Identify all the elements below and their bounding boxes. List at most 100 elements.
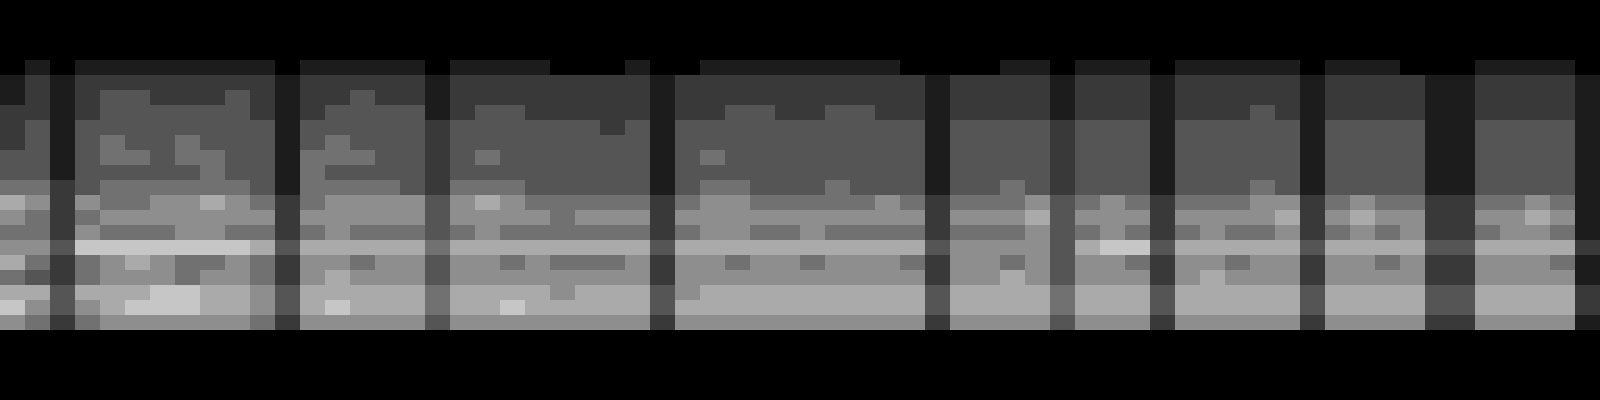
heatmap-cell (225, 135, 251, 151)
heatmap-cell (1475, 240, 1501, 256)
heatmap-cell (1575, 285, 1600, 301)
heatmap-cell (300, 90, 326, 106)
heatmap-cell (25, 60, 51, 76)
heatmap-cell (1200, 120, 1226, 136)
heatmap-cell (300, 105, 326, 121)
heatmap-cell (1000, 270, 1026, 286)
heatmap-cell (775, 105, 801, 121)
heatmap-cell (1150, 120, 1176, 136)
heatmap-cell (825, 225, 851, 241)
heatmap-cell (1450, 135, 1476, 151)
background (0, 0, 1600, 400)
heatmap-cell (350, 210, 376, 226)
heatmap-cell (225, 285, 251, 301)
heatmap-cell (550, 315, 576, 330)
heatmap-cell (1375, 225, 1401, 241)
heatmap-cell (725, 60, 751, 76)
heatmap-cell (1275, 300, 1301, 316)
heatmap-cell (150, 240, 176, 256)
heatmap-cell (325, 60, 351, 76)
heatmap-cell (50, 300, 76, 316)
heatmap-cell (1225, 90, 1251, 106)
heatmap-cell (1275, 270, 1301, 286)
heatmap-cell (850, 225, 876, 241)
heatmap-cell (975, 150, 1001, 166)
heatmap-cell (375, 150, 401, 166)
heatmap-cell (925, 255, 951, 271)
heatmap-cell (175, 90, 201, 106)
heatmap-cell (1000, 195, 1026, 211)
heatmap-cell (1050, 165, 1076, 181)
heatmap-cell (175, 315, 201, 330)
heatmap-cell (325, 210, 351, 226)
heatmap-cell (975, 135, 1001, 151)
heatmap-cell (700, 75, 726, 91)
heatmap-cell (850, 270, 876, 286)
heatmap-cell (300, 150, 326, 166)
heatmap-cell (800, 210, 826, 226)
heatmap-cell (75, 150, 101, 166)
heatmap-cell (1350, 255, 1376, 271)
heatmap-cell (0, 180, 26, 196)
heatmap-cell (225, 180, 251, 196)
heatmap-cell (875, 135, 901, 151)
heatmap-cell (375, 300, 401, 316)
heatmap-cell (975, 75, 1001, 91)
heatmap-cell (550, 90, 576, 106)
heatmap-cell (1225, 315, 1251, 330)
heatmap-cell (950, 135, 976, 151)
heatmap-cell (125, 225, 151, 241)
heatmap-cell (800, 105, 826, 121)
heatmap-cell (1175, 285, 1201, 301)
heatmap-cell (1200, 300, 1226, 316)
heatmap-cell (950, 120, 976, 136)
heatmap-cell (75, 315, 101, 330)
heatmap-cell (1450, 255, 1476, 271)
heatmap-cell (1150, 165, 1176, 181)
heatmap-cell (1175, 240, 1201, 256)
heatmap-cell (875, 195, 901, 211)
heatmap-cell (750, 165, 776, 181)
heatmap-cell (150, 255, 176, 271)
heatmap-cell (875, 255, 901, 271)
heatmap-cell (1450, 90, 1476, 106)
heatmap-cell (825, 240, 851, 256)
heatmap-cell (900, 270, 926, 286)
heatmap-cell (500, 300, 526, 316)
heatmap-cell (425, 75, 451, 91)
heatmap-cell (1500, 150, 1526, 166)
heatmap-cell (700, 270, 726, 286)
heatmap-cell (600, 270, 626, 286)
heatmap-cell (125, 150, 151, 166)
heatmap-cell (1175, 105, 1201, 121)
heatmap-cell (550, 225, 576, 241)
heatmap-cell (650, 240, 676, 256)
heatmap-cell (550, 105, 576, 121)
heatmap-cell (1525, 105, 1551, 121)
heatmap-cell (1225, 240, 1251, 256)
heatmap-cell (750, 195, 776, 211)
heatmap-cell (1575, 120, 1600, 136)
heatmap-cell (700, 300, 726, 316)
heatmap-cell (1525, 270, 1551, 286)
heatmap-cell (1500, 315, 1526, 330)
heatmap-cell (1375, 75, 1401, 91)
heatmap-cell (125, 285, 151, 301)
heatmap-cell (1275, 90, 1301, 106)
heatmap-cell (850, 90, 876, 106)
heatmap-cell (725, 75, 751, 91)
heatmap-cell (975, 105, 1001, 121)
heatmap-cell (1475, 150, 1501, 166)
heatmap-cell (25, 135, 51, 151)
heatmap-cell (100, 120, 126, 136)
heatmap-cell (250, 225, 276, 241)
heatmap-cell (150, 195, 176, 211)
heatmap-cell (200, 225, 226, 241)
heatmap-cell (300, 60, 326, 76)
heatmap-cell (1375, 240, 1401, 256)
heatmap-cell (550, 120, 576, 136)
heatmap-cell (1400, 180, 1426, 196)
heatmap-cell (700, 165, 726, 181)
heatmap-cell (500, 90, 526, 106)
heatmap-cell (1475, 135, 1501, 151)
